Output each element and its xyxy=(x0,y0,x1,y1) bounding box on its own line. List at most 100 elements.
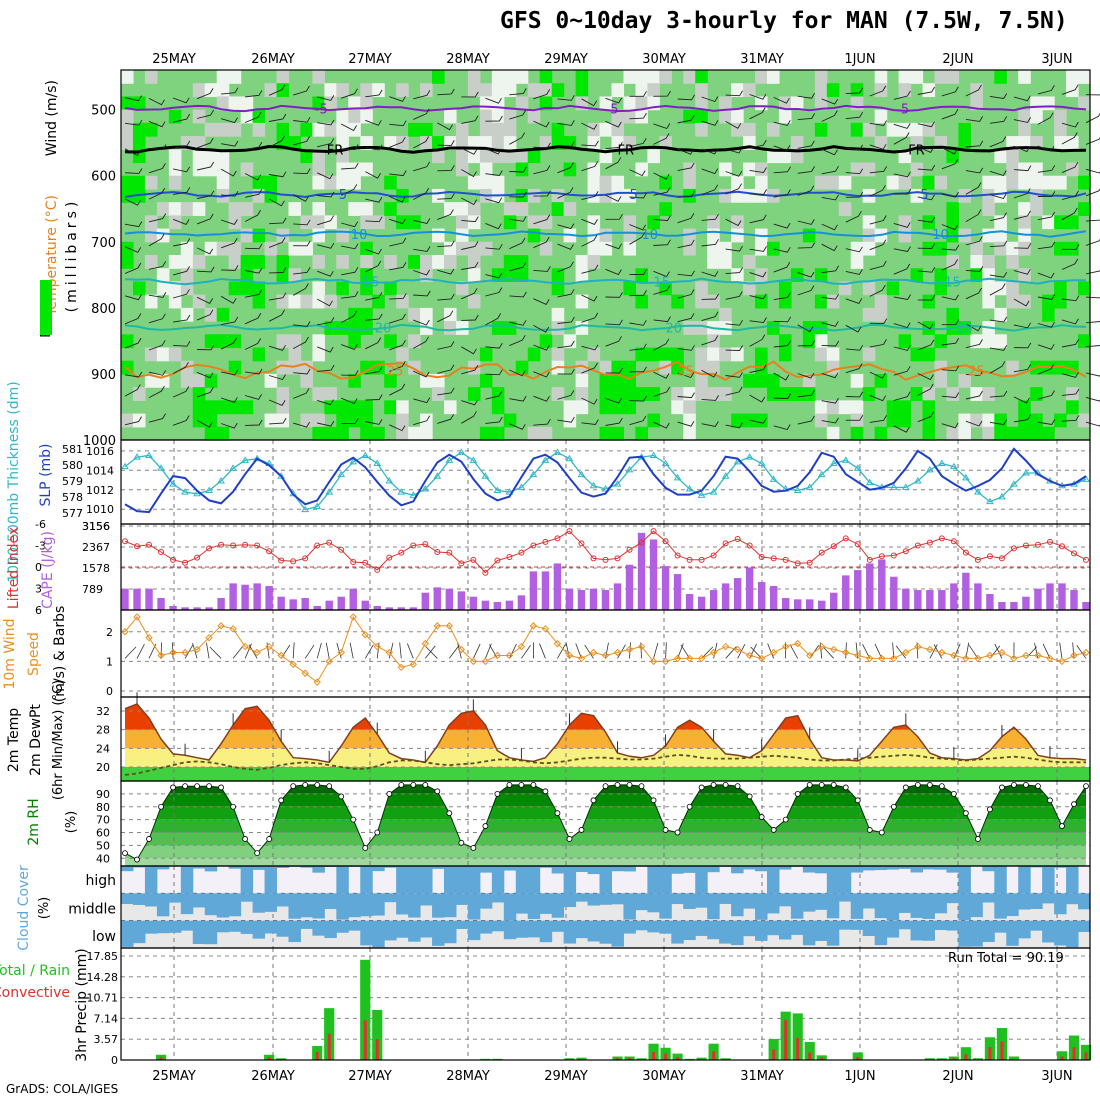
rh-cell xyxy=(1006,360,1019,375)
lifted-index-point xyxy=(338,546,345,553)
rh-cell xyxy=(838,202,852,216)
rh-cell xyxy=(384,281,397,296)
wind-barb xyxy=(1013,188,1031,199)
cloud-cell xyxy=(910,893,924,918)
precip-total-bar xyxy=(804,1041,815,1060)
rh-cell xyxy=(144,215,158,230)
wind-barb xyxy=(485,272,503,279)
wind-barb xyxy=(701,335,719,346)
cloud-cell xyxy=(934,920,947,931)
wind-barb xyxy=(797,285,815,296)
isotherm-label: 20 xyxy=(956,322,973,337)
cloud-cell xyxy=(264,866,278,894)
rh-point xyxy=(554,810,561,817)
cape-bar xyxy=(553,563,562,610)
lifted-index-point xyxy=(842,535,849,542)
wind-barb xyxy=(413,370,430,378)
rh-cell xyxy=(946,387,960,401)
precip-convective-bar xyxy=(616,1058,620,1060)
rh-cell xyxy=(360,321,373,335)
rh-cell xyxy=(252,294,266,309)
cloud-cell xyxy=(467,866,481,894)
wind-barb xyxy=(268,309,285,322)
rh-cell xyxy=(934,360,948,375)
cloud-cell xyxy=(216,893,230,918)
wind-barb xyxy=(220,337,237,350)
rh-cell xyxy=(551,307,565,322)
cloud-cell xyxy=(1054,866,1067,868)
wind-barb xyxy=(1037,165,1056,173)
rh-cell xyxy=(408,255,421,269)
surface-wind-barb xyxy=(232,645,244,659)
rh-cell xyxy=(623,360,637,375)
isotherm-label: 20 xyxy=(375,322,392,337)
wind-barb xyxy=(821,194,839,201)
rh-cell xyxy=(192,413,206,428)
rh-cell xyxy=(599,122,613,137)
rh-cell xyxy=(910,70,924,84)
rh-point xyxy=(326,783,333,790)
lifted-index-point xyxy=(458,560,465,567)
rh-cell xyxy=(707,241,720,256)
wind-barb xyxy=(989,212,1007,222)
wind-barb xyxy=(605,120,622,128)
wind-barb xyxy=(701,96,719,103)
cloud-cell xyxy=(862,866,876,871)
cape-tick: 789 xyxy=(82,583,103,596)
cloud-cell xyxy=(479,920,493,934)
cape-bar xyxy=(529,571,538,610)
date-label-bottom: 30MAY xyxy=(642,1069,686,1084)
isotherm-label: 5 xyxy=(630,188,638,203)
wind-barb xyxy=(317,364,335,372)
cloud-cell xyxy=(491,893,505,903)
date-label-bottom: 27MAY xyxy=(348,1069,392,1084)
rh-cell xyxy=(336,413,349,428)
cloud-cell xyxy=(659,893,672,919)
cloud-cell xyxy=(432,893,445,918)
wind-barb xyxy=(917,86,935,95)
rh-cell xyxy=(695,281,708,296)
precip-convective-bar xyxy=(856,1057,860,1060)
rh-cell xyxy=(384,136,397,150)
rh-cell xyxy=(132,387,146,401)
wind-barb xyxy=(773,340,791,348)
wind-barb xyxy=(581,234,598,247)
rh-cell xyxy=(503,413,517,428)
wind-speed-point xyxy=(181,648,189,657)
rh-cell xyxy=(444,136,457,150)
lifted-index-point xyxy=(386,554,393,561)
rh-cell xyxy=(922,83,936,98)
cloud-cell xyxy=(886,920,900,938)
rh-cell xyxy=(755,162,768,177)
wind-barb xyxy=(173,340,191,347)
cloud-cell xyxy=(611,866,624,872)
rh-cell xyxy=(1054,360,1067,375)
rh-cell xyxy=(455,202,469,216)
rh-fill-band xyxy=(125,845,1086,859)
cape-bar xyxy=(757,582,766,610)
wind-speed-point xyxy=(625,645,634,654)
rh-cell xyxy=(982,188,995,203)
wind-barb xyxy=(869,394,887,402)
surface-wind-barb xyxy=(292,642,295,659)
rh-cell xyxy=(946,70,960,84)
cloud-cell xyxy=(276,866,289,868)
wind-speed-point xyxy=(373,642,381,651)
wind-barb xyxy=(389,293,407,300)
wind-barb xyxy=(1013,210,1031,220)
rh-cell xyxy=(527,83,541,98)
cloud-cell xyxy=(970,920,983,947)
lifted-index-point xyxy=(746,542,753,549)
wind-barb xyxy=(293,321,311,327)
precip-convective-bar xyxy=(652,1051,656,1060)
rh-cell xyxy=(778,387,792,401)
wind-barb xyxy=(461,399,479,406)
wind-speed-point xyxy=(457,645,466,654)
precip-convective-bar xyxy=(628,1058,632,1060)
cape-bar xyxy=(409,607,418,610)
rh-cell xyxy=(982,387,995,401)
wind-barb xyxy=(557,261,574,273)
wind-barb xyxy=(605,157,622,170)
cloud-cell xyxy=(623,893,636,920)
rh-cell xyxy=(755,413,768,428)
